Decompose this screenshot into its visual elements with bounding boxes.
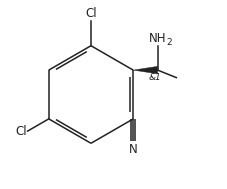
Polygon shape	[133, 66, 158, 74]
Text: 2: 2	[166, 38, 172, 47]
Text: NH: NH	[149, 32, 166, 45]
Text: &1: &1	[148, 74, 161, 82]
Text: N: N	[129, 143, 138, 156]
Text: Cl: Cl	[85, 7, 97, 20]
Text: Cl: Cl	[15, 125, 27, 138]
